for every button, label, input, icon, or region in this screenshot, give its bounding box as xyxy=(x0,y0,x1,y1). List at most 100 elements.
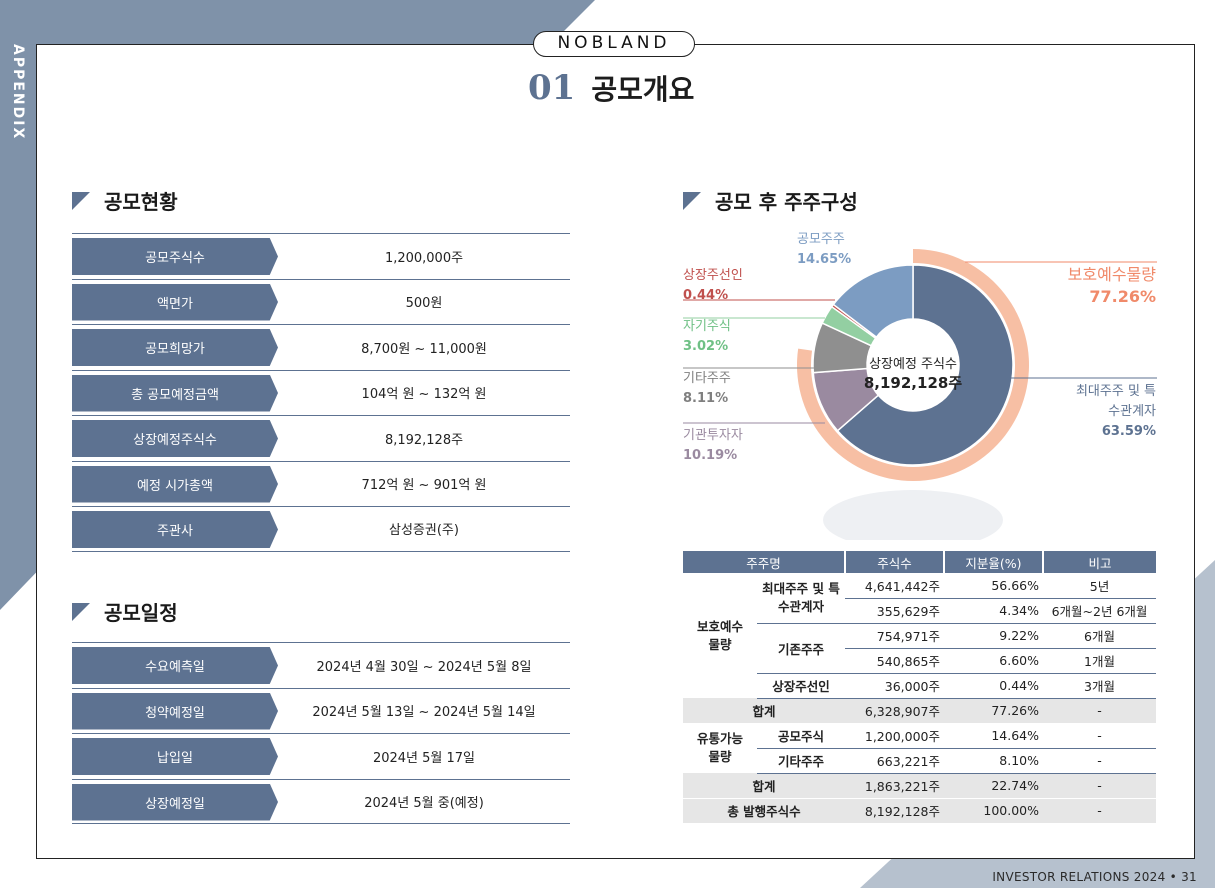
outer-ring-label: 보호예수물량 77.26% xyxy=(1068,264,1156,308)
col-header: 지분율(%) xyxy=(943,551,1043,573)
shares-cell: 754,971주 xyxy=(845,623,944,649)
table-row: 기존주주 754,971주 9.22% 6개월 xyxy=(683,623,1156,674)
ratio-cell: 14.64% xyxy=(944,723,1043,749)
table-row: 상장주선인 36,000주 0.44% 3개월 xyxy=(683,673,1156,699)
schedule-row: 상장예정일 2024년 5월 중(예정) xyxy=(72,778,570,824)
ratio-cell: 100.00% xyxy=(944,798,1043,824)
shareholder-table-body: 보호예수 물량 최대주주 및 특수관계자 4,641,442주 56.66% 5… xyxy=(683,573,1156,824)
page-title-text: 공모개요 xyxy=(591,73,695,106)
shares-cell: 6,328,907주 xyxy=(845,698,944,724)
row-label: 납입일 xyxy=(72,738,278,775)
donut-reflection xyxy=(823,490,1003,550)
brand-badge: NOBLAND xyxy=(533,31,695,57)
overview-row: 주관사 삼성증권(주) xyxy=(72,506,570,552)
ratio-cell: 0.44% xyxy=(944,673,1043,699)
appendix-label: APPENDIX xyxy=(10,44,26,141)
col-header: 주주명 xyxy=(683,551,845,573)
schedule-heading: 공모일정 xyxy=(72,597,178,626)
holder-name: 총 발행주식수 xyxy=(683,798,845,824)
ring-name: 보호예수물량 xyxy=(1067,265,1156,284)
slice-name: 기타주주 xyxy=(683,371,731,386)
page-title: 01 공모개요 xyxy=(528,68,694,108)
table-row-subtotal: 합계 6,328,907주 77.26% - xyxy=(683,698,1156,724)
table-row-total: 총 발행주식수 8,192,128주 100.00% - xyxy=(683,798,1156,824)
row-value: 8,700원 ~ 11,000원 xyxy=(361,341,487,357)
slice-value: 8.11% xyxy=(683,391,729,406)
group-label: 유통가능 물량 xyxy=(696,731,743,765)
slice-value: 10.19% xyxy=(683,448,738,463)
center-label: 상장예정 주식수 xyxy=(869,357,957,372)
slice-label-underwriter: 상장주선인 0.44% xyxy=(683,266,743,306)
triangle-bullet-icon xyxy=(683,191,701,210)
slice-label-institution: 기관투자자 10.19% xyxy=(683,426,743,466)
overview-heading-text: 공모현황 xyxy=(104,190,178,214)
slice-label-treasury: 자기주식 3.02% xyxy=(683,317,731,357)
table-row-subtotal: 합계 1,863,221주 22.74% - xyxy=(683,773,1156,799)
row-label: 상장예정주식수 xyxy=(72,420,278,457)
donut-svg xyxy=(683,249,1157,550)
note-cell: 3개월 xyxy=(1043,673,1156,699)
overview-table: 공모주식수 1,200,000주 액면가 500원 공모희망가 8,700원 ~ 11… xyxy=(72,233,570,552)
overview-heading: 공모현황 xyxy=(72,186,178,215)
note-cell: - xyxy=(1043,798,1156,824)
note-cell: - xyxy=(1043,723,1156,749)
slice-name: 상장주선인 xyxy=(683,268,743,283)
row-label: 공모주식수 xyxy=(72,238,278,275)
slice-name: 공모주주 xyxy=(797,232,845,247)
slice-label-largest: 최대주주 및 특수관계자 63.59% xyxy=(1066,382,1156,442)
slice-label-public: 공모주주 14.65% xyxy=(797,230,851,270)
table-header-row: 주주명 주식수 지분율(%) 비고 xyxy=(683,551,1156,573)
row-label: 상장예정일 xyxy=(72,783,278,821)
page-footer: INVESTOR RELATIONS 2024 • 31 xyxy=(992,870,1197,884)
shares-cell: 663,221주 xyxy=(845,748,944,774)
shares-cell: 8,192,128주 xyxy=(845,798,944,824)
row-label: 예정 시가총액 xyxy=(72,465,278,503)
table-row: 보호예수 물량 최대주주 및 특수관계자 4,641,442주 56.66% 5… xyxy=(683,573,1156,698)
holder-name: 합계 xyxy=(683,773,845,799)
shares-cell: 540,865주 xyxy=(845,648,944,674)
table-row: 유통가능 물량 공모주식 1,200,000주 14.64% - xyxy=(683,723,1156,773)
table-row: 기타주주 663,221주 8.10% - xyxy=(683,748,1156,774)
row-label: 주관사 xyxy=(72,511,278,548)
schedule-row: 수요예측일 2024년 4월 30일 ~ 2024년 5월 8일 xyxy=(72,642,570,688)
donut-center: 상장예정 주식수 8,192,128주 xyxy=(850,353,976,393)
schedule-row: 납입일 2024년 5월 17일 xyxy=(72,733,570,779)
table-row: 355,629주 4.34% 6개월~2년 6개월 xyxy=(683,598,1156,624)
overview-row: 상장예정주식수 8,192,128주 xyxy=(72,415,570,461)
overview-row: 예정 시가총액 712억 원 ~ 901억 원 xyxy=(72,460,570,507)
row-label: 액면가 xyxy=(72,283,278,321)
donut-hole xyxy=(867,319,959,411)
holder-name: 상장주선인 xyxy=(757,673,845,699)
overview-row: 총 공모예정금액 104억 원 ~ 132억 원 xyxy=(72,369,570,416)
ratio-cell: 56.66% xyxy=(944,573,1043,599)
center-value: 8,192,128주 xyxy=(863,374,963,392)
overview-row: 액면가 500원 xyxy=(72,278,570,325)
row-value: 2024년 5월 17일 xyxy=(372,750,476,766)
shares-cell: 355,629주 xyxy=(845,598,944,624)
shares-cell: 1,863,221주 xyxy=(845,773,944,799)
ratio-cell: 6.60% xyxy=(944,648,1043,674)
triangle-bullet-icon xyxy=(72,191,90,210)
row-label: 청약예정일 xyxy=(72,692,278,730)
shareholder-table: 주주명 주식수 지분율(%) 비고 보호예수 물량 xyxy=(683,551,1156,573)
holder-name: 합계 xyxy=(683,698,845,724)
shareholder-donut-chart: 공모주주 14.65% 상장주선인 0.44% 자기주식 3.02% 기타주주 … xyxy=(660,220,1180,550)
col-header: 비고 xyxy=(1042,551,1156,573)
shares-cell: 1,200,000주 xyxy=(845,723,944,749)
row-label: 수요예측일 xyxy=(72,647,278,684)
ratio-cell: 4.34% xyxy=(944,598,1043,624)
ratio-cell: 77.26% xyxy=(944,698,1043,724)
slice-name: 최대주주 및 특수관계자 xyxy=(1075,384,1156,419)
note-cell: 5년 xyxy=(1043,573,1156,599)
row-value: 1,200,000주 xyxy=(384,250,464,266)
group-label: 보호예수 물량 xyxy=(696,618,743,652)
row-value: 2024년 5월 13일 ~ 2024년 5월 14일 xyxy=(312,705,536,721)
free-group-cell: 유통가능 물량 xyxy=(683,723,757,773)
holder-name: 공모주식 xyxy=(757,723,845,749)
table-row: 540,865주 6.60% 1개월 xyxy=(683,648,1156,674)
row-value: 2024년 5월 중(예정) xyxy=(364,795,484,811)
row-value: 500원 xyxy=(405,296,443,312)
row-value: 8,192,128주 xyxy=(384,432,464,448)
composition-heading: 공모 후 주주구성 xyxy=(683,186,858,215)
slice-name: 자기주식 xyxy=(683,319,731,334)
